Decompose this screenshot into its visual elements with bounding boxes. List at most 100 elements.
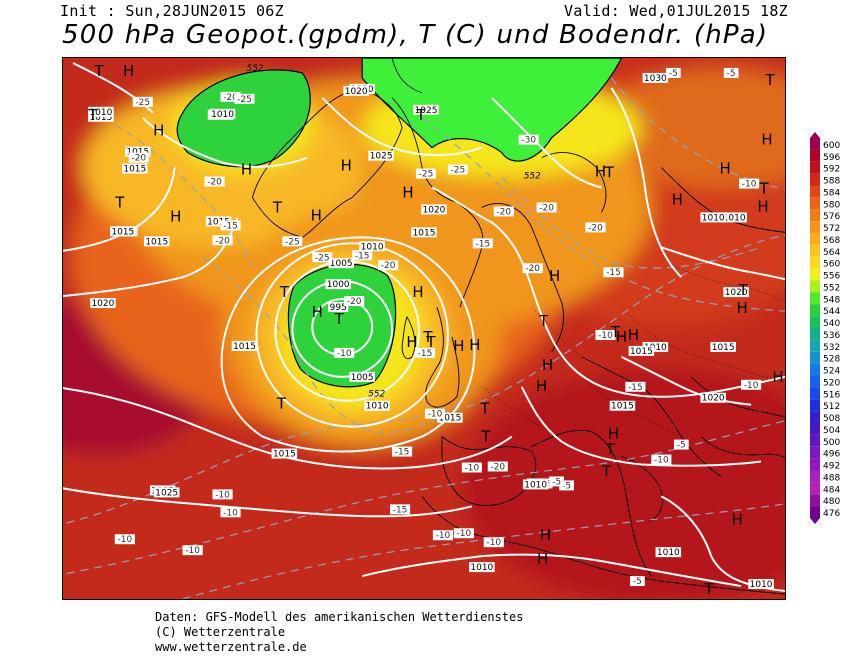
low-pressure-marker: T <box>605 441 616 459</box>
svg-text:1025: 1025 <box>155 488 178 498</box>
isobar-value-label: 1010 <box>469 562 495 573</box>
isotherm-value-label: -15 <box>625 381 646 393</box>
isobar-value-label: 1010 <box>642 341 669 353</box>
isotherm-value-label: -20 <box>128 152 149 164</box>
isotherm-value-label: -10 <box>453 528 474 539</box>
legend-value: 596 <box>823 153 840 163</box>
svg-text:1015: 1015 <box>89 113 112 123</box>
svg-text:-10: -10 <box>215 490 230 500</box>
isotherm-value-label: -20 <box>344 296 365 307</box>
low-pressure-marker: T <box>604 164 615 182</box>
legend-swatch <box>810 363 820 376</box>
svg-text:1010: 1010 <box>750 580 773 590</box>
legend-value: 476 <box>823 509 840 519</box>
high-pressure-marker: H <box>732 510 743 528</box>
isotherm-value-label: -20 <box>487 461 508 472</box>
svg-text:-25: -25 <box>285 237 300 247</box>
svg-text:1025: 1025 <box>370 152 393 162</box>
legend-value: 600 <box>823 141 840 151</box>
isotherm-value-label: -20 <box>220 91 241 103</box>
svg-text:1010: 1010 <box>211 110 234 120</box>
isobar-value-label: 1015 <box>205 216 232 227</box>
legend-value: 532 <box>823 343 840 353</box>
isotherm-value-label: -20 <box>585 222 606 233</box>
low-pressure-marker: T <box>758 180 769 198</box>
low-pressure-marker: T <box>87 106 98 124</box>
high-pressure-marker: H <box>341 157 352 175</box>
isobar-value-label: 1020 <box>421 204 447 215</box>
svg-text:-10: -10 <box>337 349 352 359</box>
high-pressure-marker: H <box>412 283 423 301</box>
legend-value: 500 <box>823 438 840 448</box>
low-pressure-marker: T <box>479 400 490 418</box>
legend-value: 560 <box>823 260 840 270</box>
svg-text:-15: -15 <box>395 448 410 458</box>
high-pressure-marker: H <box>153 122 164 140</box>
isotherm-value-label: -5 <box>549 476 565 487</box>
low-pressure-marker: T <box>114 193 125 211</box>
isotherm-value-label: -25 <box>447 164 468 176</box>
geopotential-value-label: 552 <box>368 390 385 400</box>
svg-text:-5: -5 <box>727 69 736 79</box>
svg-text:-15: -15 <box>606 268 621 278</box>
isotherm-value-label: -20 <box>204 176 225 188</box>
high-pressure-marker: H <box>469 336 480 354</box>
svg-text:1010: 1010 <box>361 242 384 252</box>
isobar-value-label: 1005 <box>349 371 375 383</box>
legend-swatch <box>810 268 820 281</box>
isotherm-value-label: -15 <box>603 267 624 278</box>
isobar-value-label: 1015 <box>628 345 655 357</box>
legend-swatch <box>810 482 820 495</box>
isobar-value-label: 1015 <box>710 341 736 353</box>
svg-text:-20: -20 <box>539 203 554 213</box>
svg-text:-15: -15 <box>355 251 370 261</box>
legend-swatch <box>810 138 820 150</box>
svg-text:-25: -25 <box>135 98 150 108</box>
high-pressure-marker: H <box>628 326 639 344</box>
svg-text:-25: -25 <box>451 166 466 176</box>
svg-text:-15: -15 <box>223 221 238 231</box>
init-time: Init : Sun,28JUN2015 06Z <box>60 2 284 20</box>
svg-text:-10: -10 <box>744 381 759 391</box>
legend-value: 508 <box>823 414 840 424</box>
svg-text:1000: 1000 <box>327 280 350 290</box>
low-pressure-marker: T <box>480 428 491 446</box>
isotherm-value-label: -20 <box>212 235 233 246</box>
legend-swatch <box>810 316 820 328</box>
isobar-value-label: 1025 <box>368 150 394 162</box>
svg-text:-10: -10 <box>654 456 669 466</box>
legend-swatch <box>810 280 820 293</box>
isobar-value-label: 1025 <box>413 104 439 116</box>
svg-text:1010: 1010 <box>723 213 746 223</box>
svg-text:1015: 1015 <box>145 237 168 247</box>
svg-text:1015: 1015 <box>111 227 134 237</box>
isotherm-value-label: -25 <box>132 96 153 108</box>
legend-value: 556 <box>823 272 840 282</box>
isotherm-value-label: -10 <box>334 347 355 359</box>
legend-value: 544 <box>823 307 840 317</box>
svg-text:1015: 1015 <box>273 450 296 460</box>
low-pressure-marker: T <box>425 333 436 351</box>
svg-text:-25: -25 <box>237 95 252 105</box>
high-pressure-marker: H <box>549 267 560 285</box>
isobar-value-label: 1010 <box>522 479 549 490</box>
isobar-value-label: 1020 <box>343 85 369 97</box>
isotherm-value-label: -25 <box>282 236 303 247</box>
svg-text:1005: 1005 <box>351 373 374 383</box>
legend-value: 496 <box>823 450 840 460</box>
high-pressure-marker: H <box>312 303 323 321</box>
legend-value: 536 <box>823 331 840 341</box>
isotherm-value-label: -5 <box>673 439 689 451</box>
map-title: 500 hPa Geopot.(gpdm), T (C) und Bodendr… <box>62 20 769 50</box>
footer-url: www.wetterzentrale.de <box>155 640 307 654</box>
svg-text:1015: 1015 <box>611 402 634 412</box>
legend-value: 580 <box>823 200 840 210</box>
low-pressure-marker: T <box>279 283 290 301</box>
legend-swatch <box>810 292 820 305</box>
high-pressure-marker: H <box>170 207 181 225</box>
svg-text:-25: -25 <box>315 253 330 263</box>
svg-text:-30: -30 <box>521 136 536 146</box>
isobar-value-label: 1000 <box>325 279 352 290</box>
isotherm-value-label: -5 <box>723 67 739 79</box>
svg-text:-5: -5 <box>669 69 678 79</box>
